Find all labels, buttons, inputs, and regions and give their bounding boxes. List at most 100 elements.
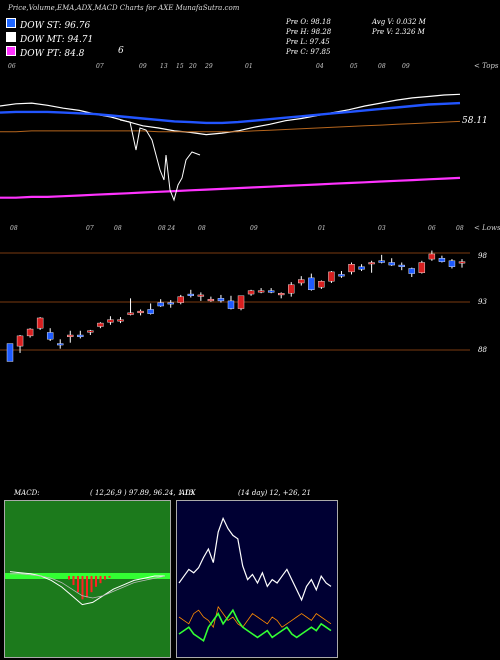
top-date-label: 05 [350, 63, 358, 70]
macd-line [10, 573, 166, 599]
candle-body [197, 294, 205, 297]
price-spike-line [119, 119, 201, 202]
candle-body [227, 300, 235, 309]
candle-body [458, 261, 466, 264]
candle-body [298, 279, 305, 284]
dow-mt-label: DOW MT: 94.71 [6, 32, 93, 45]
candle-body [368, 262, 375, 265]
avg-volume: Avg V: 0.032 M [372, 18, 426, 26]
candle-body [288, 284, 295, 294]
macd-line [9, 571, 165, 606]
candle-body [137, 310, 144, 314]
bottom-date-label: 08 [456, 225, 464, 232]
top-date-label: 29 [204, 63, 213, 70]
candle-body [207, 298, 215, 302]
candle-body [67, 334, 74, 337]
dow-mt-swatch [6, 32, 16, 42]
tops-label: < Tops [474, 62, 499, 70]
ema-line [0, 176, 461, 199]
candle-body [46, 332, 54, 340]
macd-hist-bar [90, 576, 93, 593]
level-98: 98 [478, 252, 487, 260]
macd-hist-bar [95, 576, 97, 587]
macd-hist-bar [72, 576, 75, 585]
macd-hist-bar [81, 576, 84, 600]
bottom-date-label: 09 [250, 225, 258, 232]
macd-hist-bar [86, 576, 88, 598]
candle-body [117, 319, 124, 322]
level-88: 88 [478, 346, 487, 354]
lows-label: < Lows [474, 224, 500, 232]
macd-hist-bar [68, 576, 70, 580]
pre-close: Pre C: 97.85 [286, 48, 331, 56]
dow-pt-value: DOW PT: 84.8 [20, 49, 85, 59]
adx-values: (14 day) 12, +26, 21 [238, 489, 311, 497]
macd-panel [4, 500, 171, 658]
top-date-label: 20 [188, 63, 197, 70]
dow-pt-label: DOW PT: 84.8 [6, 46, 84, 59]
macd-hist-bar [77, 576, 79, 593]
candle-body [348, 264, 355, 273]
candle-body [77, 334, 84, 337]
candle-body [388, 262, 395, 266]
adx-line [178, 516, 332, 602]
pre-open: Pre O: 98.18 [286, 18, 331, 26]
candle-body [257, 290, 265, 293]
top-date-label: 13 [160, 63, 168, 70]
bottom-date-label: 07 [86, 225, 94, 232]
candle-body [127, 312, 134, 315]
ema-line [0, 101, 461, 125]
pre-volume: Pre V: 2.326 M [372, 28, 425, 36]
macd-label: MACD: [14, 489, 40, 497]
candle-body [278, 293, 285, 296]
candle-body [448, 260, 456, 267]
candle-body [97, 322, 104, 327]
dow-st-label: DOW ST: 96.76 [6, 18, 90, 31]
candle-body [26, 328, 34, 337]
dow-extra: 6 [118, 46, 124, 56]
candle-body [247, 290, 255, 295]
bottom-date-label: 08 [114, 225, 122, 232]
candle-body [187, 293, 195, 296]
candle-body [338, 274, 345, 277]
adx-line [178, 605, 332, 629]
candle-body [6, 343, 14, 362]
top-date-label: 07 [96, 63, 104, 70]
adx-line [178, 608, 332, 643]
candle-body [418, 262, 426, 273]
candle-body [57, 343, 64, 346]
macd-hist-bar [108, 576, 111, 578]
bottom-date-label: 08 [10, 225, 18, 232]
top-date-label: 09 [139, 63, 147, 70]
bottom-date-label: 01 [318, 225, 326, 232]
top-date-label: 08 [378, 63, 386, 70]
candle-body [358, 266, 365, 270]
candle-body [267, 290, 275, 293]
candle-body [378, 260, 385, 263]
adx-title: ADX [180, 489, 196, 497]
top-date-label: 06 [8, 63, 16, 70]
adx-panel [176, 500, 338, 658]
candle-body [428, 253, 436, 260]
bottom-date-label: 03 [378, 225, 386, 232]
bottom-date-label: 08 [198, 225, 206, 232]
top-date-label: 15 [176, 63, 184, 70]
dow-mt-value: DOW MT: 94.71 [20, 35, 94, 45]
ema-value-label: 58.11 [462, 116, 488, 126]
ema-line [0, 93, 461, 136]
candle-body [408, 268, 415, 274]
candle-body [36, 317, 44, 329]
candle-body [217, 298, 225, 302]
candle-body [308, 277, 315, 291]
level-93: 93 [478, 298, 487, 306]
candle-body [328, 271, 335, 282]
candle-body [438, 258, 446, 262]
ema-line [0, 120, 461, 133]
dow-pt-swatch [6, 46, 16, 56]
bottom-date-label: 06 [428, 225, 436, 232]
pre-high: Pre H: 98.28 [286, 28, 332, 36]
adx-chart [178, 516, 332, 643]
pre-low: Pre L: 97.45 [286, 38, 330, 46]
chart-title: Price,Volume,EMA,ADX,MACD Charts for AXE… [8, 4, 240, 12]
candle-body [16, 335, 24, 347]
